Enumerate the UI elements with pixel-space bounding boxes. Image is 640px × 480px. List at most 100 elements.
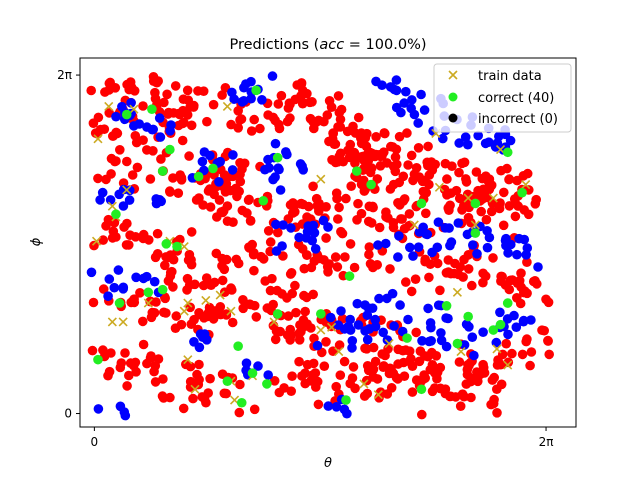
region-point <box>283 311 294 321</box>
region-point <box>366 163 377 173</box>
region-point <box>476 206 487 217</box>
region-point <box>142 145 152 155</box>
region-point <box>371 132 381 142</box>
region-point <box>454 167 464 178</box>
region-point <box>333 91 344 101</box>
region-point <box>453 218 464 228</box>
region-point <box>305 97 315 108</box>
correct-point <box>222 376 233 387</box>
region-point <box>352 298 363 309</box>
region-point <box>294 356 304 367</box>
region-point <box>255 123 265 134</box>
region-point <box>186 259 197 270</box>
train-point <box>269 317 279 327</box>
train-point <box>316 174 326 184</box>
region-point <box>297 98 308 109</box>
correct-point <box>236 397 247 408</box>
region-point <box>349 262 360 273</box>
region-point <box>271 219 281 230</box>
region-point <box>236 114 247 124</box>
region-point <box>516 282 526 292</box>
region-point <box>345 139 356 150</box>
region-point <box>478 268 488 279</box>
region-point <box>104 366 115 377</box>
region-point <box>249 265 259 276</box>
region-point <box>122 156 132 167</box>
region-point <box>204 302 215 313</box>
region-point <box>86 267 97 278</box>
region-point <box>523 209 534 220</box>
region-point <box>544 349 554 360</box>
region-point <box>403 160 413 170</box>
region-point <box>378 327 389 338</box>
region-point <box>323 401 334 411</box>
correct-point <box>111 209 121 220</box>
region-point <box>503 329 513 340</box>
region-point <box>407 95 417 105</box>
legend-correct-circle-icon <box>448 92 458 102</box>
region-point <box>106 348 116 358</box>
region-point <box>353 198 363 209</box>
legend-label-correct: correct (40) <box>478 91 554 106</box>
correct-point <box>93 354 103 365</box>
region-point <box>168 173 178 183</box>
axis-ticks: 0 2π 0 2π <box>57 68 553 449</box>
region-point <box>176 175 187 185</box>
region-point <box>198 200 208 210</box>
train-point <box>215 290 225 300</box>
region-point <box>115 362 126 373</box>
region-point <box>146 351 156 361</box>
region-point <box>186 227 197 237</box>
region-point <box>124 195 135 205</box>
region-point <box>447 161 457 171</box>
region-point <box>475 221 485 232</box>
region-point <box>478 327 488 338</box>
region-point <box>296 198 307 209</box>
region-point <box>372 374 383 384</box>
correct-point <box>452 338 463 349</box>
region-point <box>350 158 360 168</box>
region-point <box>427 360 438 370</box>
region-point <box>227 87 237 98</box>
region-point <box>144 235 154 245</box>
region-point <box>124 370 134 381</box>
region-point <box>330 252 341 262</box>
region-point <box>370 151 380 162</box>
region-point <box>533 262 543 272</box>
region-point <box>135 288 145 298</box>
region-point <box>199 147 210 157</box>
region-point <box>359 155 369 166</box>
region-point <box>406 354 416 364</box>
region-point <box>469 350 479 361</box>
correct-point <box>121 109 132 120</box>
region-point <box>496 271 506 282</box>
region-point <box>482 242 493 253</box>
correct-point <box>247 368 258 378</box>
region-point <box>486 180 497 190</box>
region-point <box>347 343 357 353</box>
region-point <box>302 359 313 370</box>
correct-point <box>272 152 283 163</box>
train-point <box>190 384 200 394</box>
region-point <box>422 229 433 240</box>
region-point <box>183 95 193 105</box>
region-point <box>257 95 267 105</box>
class-region-class_a <box>312 298 374 353</box>
region-point <box>312 340 323 351</box>
region-point <box>326 102 337 112</box>
region-point <box>185 361 196 372</box>
region-point <box>120 348 130 358</box>
region-point <box>127 170 138 180</box>
region-point <box>160 260 170 271</box>
region-point <box>233 123 243 133</box>
region-point <box>260 164 270 175</box>
region-point <box>467 332 478 343</box>
region-point <box>186 120 197 131</box>
correct-point <box>495 319 506 330</box>
region-point <box>410 274 421 285</box>
region-point <box>383 213 393 223</box>
region-point <box>427 165 438 175</box>
region-point <box>318 215 329 226</box>
region-point <box>227 165 238 175</box>
region-point <box>362 334 373 345</box>
